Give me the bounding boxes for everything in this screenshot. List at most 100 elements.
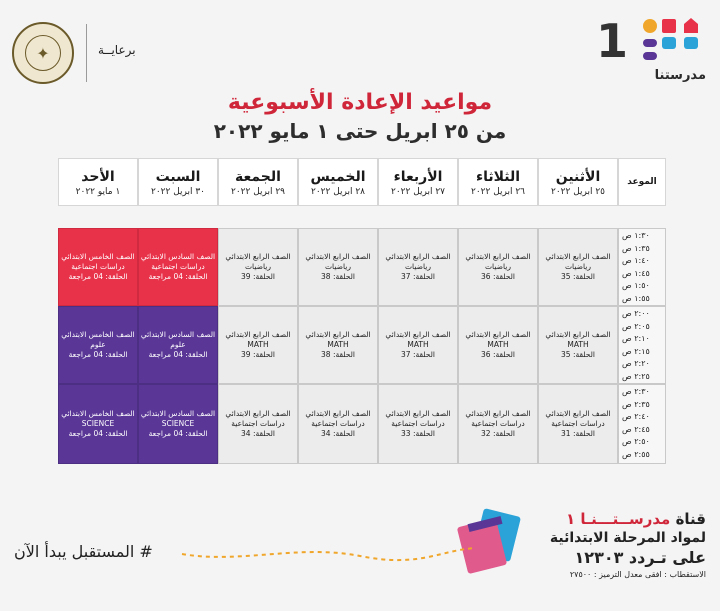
channel-prefix: قناة bbox=[675, 510, 706, 528]
cell-episode: الحلقة: 04 مراجعة bbox=[148, 429, 208, 438]
cell-grade: الصف الرابع الابتدائي bbox=[305, 409, 371, 418]
time-slot: ١:٤٥ ص bbox=[622, 268, 650, 278]
time-slot: ٢:١٥ ص bbox=[622, 346, 650, 356]
time-slot: ٢:٣٠ ص bbox=[622, 387, 650, 396]
cell-subject: رياضيات bbox=[325, 262, 351, 271]
eagle-icon: ✦ bbox=[25, 35, 61, 71]
cell-subject: دراسات اجتماعية bbox=[151, 262, 205, 271]
day-date: ٢٥ ابريل ٢٠٢٢ bbox=[550, 187, 606, 197]
day-name: الجمعة bbox=[235, 169, 281, 185]
day-date: ٣٠ ابريل ٢٠٢٢ bbox=[150, 187, 206, 197]
channel-name: مدرســتـــنـا ١ bbox=[565, 510, 671, 528]
day-name: الأثنين bbox=[555, 169, 601, 185]
brand-logo-icon bbox=[640, 16, 706, 86]
cell-subject: رياضيات bbox=[245, 262, 271, 271]
cell-episode: الحلقة: 36 bbox=[481, 272, 515, 281]
cell-grade: الصف الرابع الابتدائي bbox=[305, 330, 371, 339]
cell-episode: الحلقة: 34 bbox=[321, 429, 355, 438]
time-slot: ١:٣٥ ص bbox=[622, 243, 650, 253]
cell-episode: الحلقة: 04 مراجعة bbox=[148, 272, 208, 281]
schedule-cell: الصف الخامس الابتدائي SCIENCE الحلقة: 04 م… bbox=[58, 384, 138, 464]
day-header: السبت ٣٠ ابريل ٢٠٢٢ bbox=[138, 158, 218, 206]
time-slot: ١:٥٠ ص bbox=[622, 281, 650, 290]
cell-grade: الصف الرابع الابتدائي bbox=[465, 330, 531, 339]
page-title: مواعيد الإعادة الأسبوعية bbox=[227, 90, 493, 115]
day-header: الخميس ٢٨ ابريل ٢٠٢٢ bbox=[298, 158, 378, 206]
cell-subject: رياضيات bbox=[565, 262, 591, 271]
cell-grade: الصف الرابع الابتدائي bbox=[465, 409, 531, 418]
cell-subject: MATH bbox=[247, 340, 269, 349]
schedule-cell: الصف الرابع الابتدائي MATH الحلقة: 37 bbox=[378, 306, 458, 384]
cell-grade: الصف الرابع الابتدائي bbox=[305, 252, 371, 261]
channel-details: الاستقطاب : افقى معدل الترميز : ٢٧٥٠٠ bbox=[569, 570, 706, 579]
schedule-cell: الصف الرابع الابتدائي دراسات اجتماعية الحل… bbox=[378, 384, 458, 464]
cell-grade: الصف السادس الابتدائي bbox=[140, 409, 216, 418]
day-name: الأحد bbox=[81, 169, 115, 185]
dashed-path bbox=[181, 547, 477, 562]
cell-episode: الحلقة: 35 bbox=[561, 272, 595, 281]
time-slot: ٢:١٠ ص bbox=[622, 334, 650, 343]
brand-number: 1 bbox=[595, 14, 628, 68]
cell-grade: الصف الرابع الابتدائي bbox=[545, 409, 611, 418]
cell-grade: الصف الرابع الابتدائي bbox=[385, 330, 451, 339]
channel-line: قناة مدرســتـــنـا ١ bbox=[566, 510, 706, 528]
cell-subject: MATH bbox=[327, 340, 349, 349]
slot-header-label: الموعد bbox=[627, 177, 657, 187]
time-slot: ٢:٠٥ ص bbox=[622, 321, 650, 331]
day-header: الأثنين ٢٥ ابريل ٢٠٢٢ bbox=[538, 158, 618, 206]
time-slot: ١:٤٠ ص bbox=[622, 256, 650, 265]
time-slot: ٢:٥٠ ص bbox=[622, 437, 650, 446]
time-block bbox=[618, 228, 666, 306]
cell-subject: دراسات اجتماعية bbox=[231, 419, 285, 428]
schedule-cell: الصف الرابع الابتدائي رياضيات الحلقة: 38 bbox=[298, 228, 378, 306]
cell-subject: MATH bbox=[487, 340, 509, 349]
cell-subject: دراسات اجتماعية bbox=[551, 419, 605, 428]
schedule-cell: الصف الرابع الابتدائي رياضيات الحلقة: 39 bbox=[218, 228, 298, 306]
divider bbox=[86, 24, 87, 82]
day-header: الأربعاء ٢٧ ابريل ٢٠٢٢ bbox=[378, 158, 458, 206]
time-slot: ١:٣٠ ص bbox=[622, 231, 650, 240]
schedule-cell: الصف الرابع الابتدائي MATH الحلقة: 39 bbox=[218, 306, 298, 384]
schedule-cell: الصف الرابع الابتدائي دراسات اجتماعية الحل… bbox=[458, 384, 538, 464]
schedule-cell: الصف الخامس الابتدائي علوم الحلقة: 04 مراج… bbox=[58, 306, 138, 384]
day-date: ٢٦ ابريل ٢٠٢٢ bbox=[470, 187, 526, 197]
cell-grade: الصف الرابع الابتدائي bbox=[385, 252, 451, 261]
schedule-cell: الصف الرابع الابتدائي رياضيات الحلقة: 35 bbox=[538, 228, 618, 306]
channel-subtitle: لمواد المرحلة الابتدائية bbox=[549, 530, 706, 546]
day-name: السبت bbox=[155, 169, 201, 185]
time-block bbox=[618, 384, 666, 464]
cell-grade: الصف الخامس الابتدائي bbox=[61, 330, 135, 339]
cell-episode: الحلقة: 33 bbox=[401, 429, 435, 438]
cell-episode: الحلقة: 34 bbox=[241, 429, 275, 438]
cell-episode: الحلقة: 35 bbox=[561, 350, 595, 359]
cell-episode: الحلقة: 31 bbox=[561, 429, 595, 438]
cell-episode: الحلقة: 04 مراجعة bbox=[68, 350, 128, 359]
cell-grade: الصف الرابع الابتدائي bbox=[225, 252, 291, 261]
schedule-cell: الصف السادس الابتدائي دراسات اجتماعية الحل… bbox=[138, 228, 218, 306]
cell-grade: الصف الرابع الابتدائي bbox=[545, 252, 611, 261]
cell-grade: الصف السادس الابتدائي bbox=[140, 330, 216, 339]
cell-subject: MATH bbox=[407, 340, 429, 349]
day-date: ٢٩ ابريل ٢٠٢٢ bbox=[230, 187, 286, 197]
day-date: ٢٨ ابريل ٢٠٢٢ bbox=[310, 187, 366, 197]
schedule-cell: الصف السادس الابتدائي SCIENCE الحلقة: 04 م… bbox=[138, 384, 218, 464]
ministry-seal-icon: ✦ bbox=[12, 22, 74, 84]
cell-grade: الصف الخامس الابتدائي bbox=[61, 252, 135, 261]
cell-subject: دراسات اجتماعية bbox=[471, 419, 525, 428]
cell-episode: الحلقة: 36 bbox=[481, 350, 515, 359]
schedule-cell: الصف الرابع الابتدائي MATH الحلقة: 38 bbox=[298, 306, 378, 384]
cell-episode: الحلقة: 39 bbox=[241, 272, 275, 281]
cell-subject: رياضيات bbox=[405, 262, 431, 271]
time-slot: ٢:٠٠ ص bbox=[622, 309, 650, 318]
time-block bbox=[618, 306, 666, 384]
cell-subject: دراسات اجتماعية bbox=[71, 262, 125, 271]
day-name: الثلاثاء bbox=[475, 169, 521, 185]
schedule-cell: الصف الرابع الابتدائي MATH الحلقة: 36 bbox=[458, 306, 538, 384]
cell-episode: الحلقة: 37 bbox=[401, 350, 435, 359]
cell-episode: الحلقة: 04 مراجعة bbox=[148, 350, 208, 359]
schedule-cell: الصف الرابع الابتدائي رياضيات الحلقة: 37 bbox=[378, 228, 458, 306]
day-header: الجمعة ٢٩ ابريل ٢٠٢٢ bbox=[218, 158, 298, 206]
day-header: الثلاثاء ٢٦ ابريل ٢٠٢٢ bbox=[458, 158, 538, 206]
sponsor-label: برعايــة bbox=[98, 43, 136, 57]
